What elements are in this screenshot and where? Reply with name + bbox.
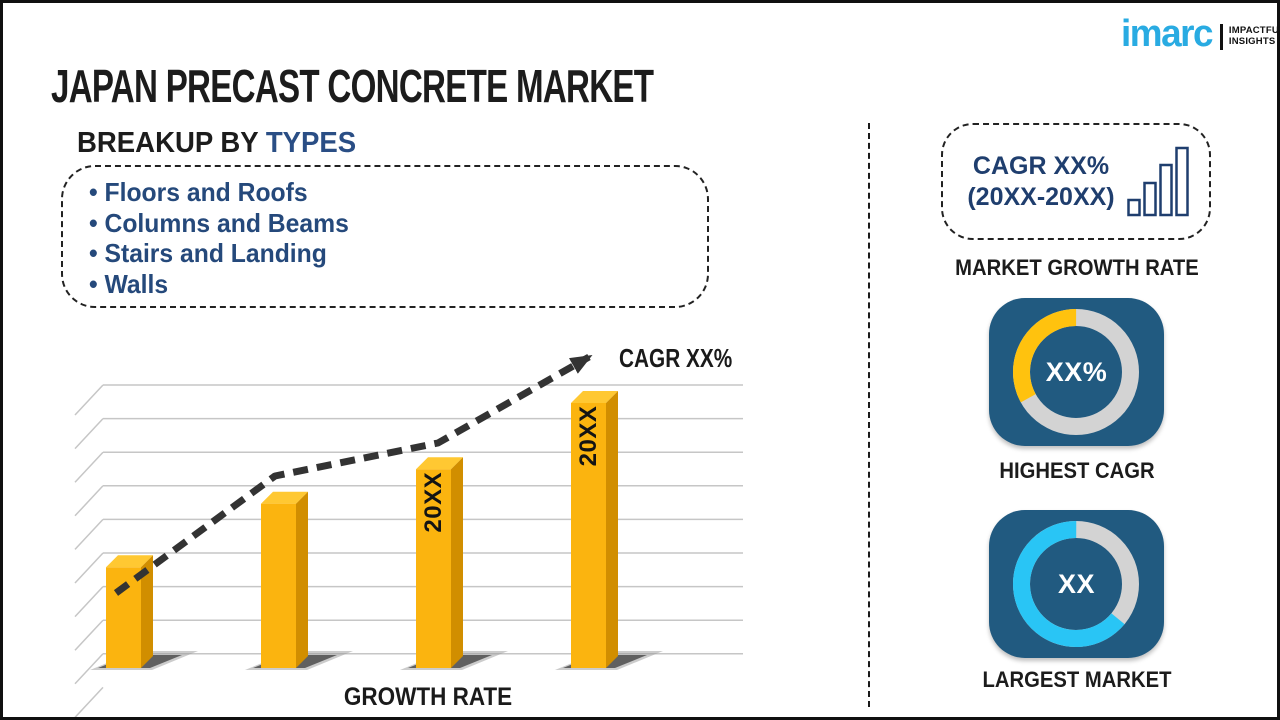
svg-text:20XX: 20XX	[575, 406, 602, 467]
breakup-heading-highlight: TYPES	[265, 127, 357, 159]
highest-cagr-donut-chart	[1013, 309, 1139, 435]
imarc-logo: imarc IMPACTFUL INSIGHTS	[1121, 13, 1280, 55]
svg-text:20XX: 20XX	[420, 472, 447, 533]
bar-chart-icon	[1127, 146, 1189, 216]
breakup-heading-prefix: BREAKUP BY	[77, 127, 266, 159]
breakup-types-list: Floors and Roofs Columns and Beams Stair…	[89, 177, 687, 299]
vertical-dashed-divider	[868, 123, 870, 707]
trend-cagr-annotation: CAGR XX%	[619, 343, 733, 373]
list-item: Walls	[89, 269, 657, 300]
list-item: Stairs and Landing	[89, 238, 657, 269]
chart-x-axis-label: GROWTH RATE	[343, 683, 513, 711]
largest-market-card: XX	[989, 510, 1164, 658]
breakup-heading: BREAKUP BY TYPES	[77, 127, 356, 160]
largest-market-caption: LARGEST MARKET	[982, 667, 1172, 692]
highest-cagr-value: XX%	[1045, 356, 1108, 387]
highest-cagr-card: XX%	[989, 298, 1164, 446]
logo-tagline-line1: IMPACTFUL	[1228, 25, 1280, 37]
highest-cagr-caption: HIGHEST CAGR	[999, 458, 1155, 483]
list-item: Columns and Beams	[89, 208, 657, 239]
page-title: JAPAN PRECAST CONCRETE MARKET	[51, 60, 654, 112]
largest-market-donut-chart	[1013, 521, 1139, 647]
logo-tagline-line2: INSIGHTS	[1228, 36, 1276, 47]
market-growth-rate-box: CAGR XX% (20XX-20XX)	[941, 123, 1211, 240]
list-item: Floors and Roofs	[89, 177, 657, 208]
cagr-value-line: CAGR XX%	[972, 151, 1110, 180]
growth-rate-bar-chart: 20XX 20XX	[74, 353, 743, 717]
imarc-logo-wordmark: imarc	[1121, 13, 1214, 55]
breakup-types-box: Floors and Roofs Columns and Beams Stair…	[61, 165, 709, 308]
cagr-placeholder-text: CAGR XX% (20XX-20XX)	[955, 152, 1127, 212]
cagr-period-line: (20XX-20XX)	[967, 182, 1115, 211]
logo-tagline: IMPACTFUL INSIGHTS	[1228, 25, 1280, 48]
market-growth-rate-caption: MARKET GROWTH RATE	[955, 255, 1199, 280]
logo-separator	[1219, 24, 1223, 50]
largest-market-value: XX	[1057, 568, 1096, 599]
